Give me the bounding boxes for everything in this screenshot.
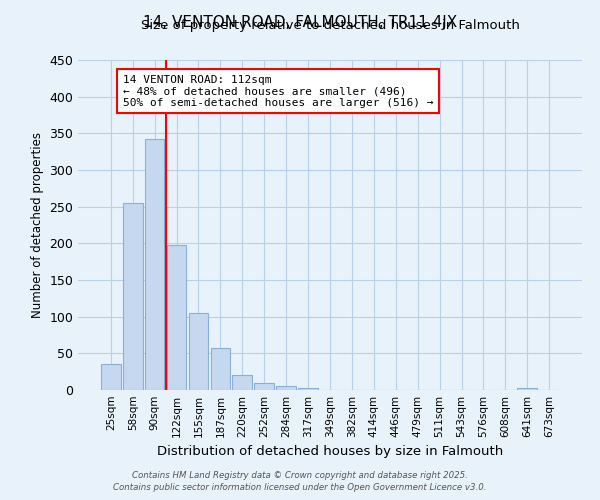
Bar bbox=[145, 139, 164, 390]
Bar bbox=[167, 245, 187, 390]
Bar bbox=[517, 388, 537, 390]
Text: 14, VENTON ROAD, FALMOUTH, TR11 4JX: 14, VENTON ROAD, FALMOUTH, TR11 4JX bbox=[143, 15, 457, 30]
Bar bbox=[211, 348, 230, 390]
Bar bbox=[123, 203, 143, 390]
Text: 14 VENTON ROAD: 112sqm
← 48% of detached houses are smaller (496)
50% of semi-de: 14 VENTON ROAD: 112sqm ← 48% of detached… bbox=[123, 74, 433, 108]
Y-axis label: Number of detached properties: Number of detached properties bbox=[31, 132, 44, 318]
Title: Size of property relative to detached houses in Falmouth: Size of property relative to detached ho… bbox=[140, 20, 520, 32]
Bar bbox=[276, 386, 296, 390]
Bar bbox=[232, 376, 252, 390]
Bar bbox=[188, 313, 208, 390]
X-axis label: Distribution of detached houses by size in Falmouth: Distribution of detached houses by size … bbox=[157, 446, 503, 458]
Text: Contains HM Land Registry data © Crown copyright and database right 2025.
Contai: Contains HM Land Registry data © Crown c… bbox=[113, 471, 487, 492]
Bar bbox=[254, 382, 274, 390]
Bar bbox=[298, 388, 318, 390]
Bar bbox=[101, 364, 121, 390]
